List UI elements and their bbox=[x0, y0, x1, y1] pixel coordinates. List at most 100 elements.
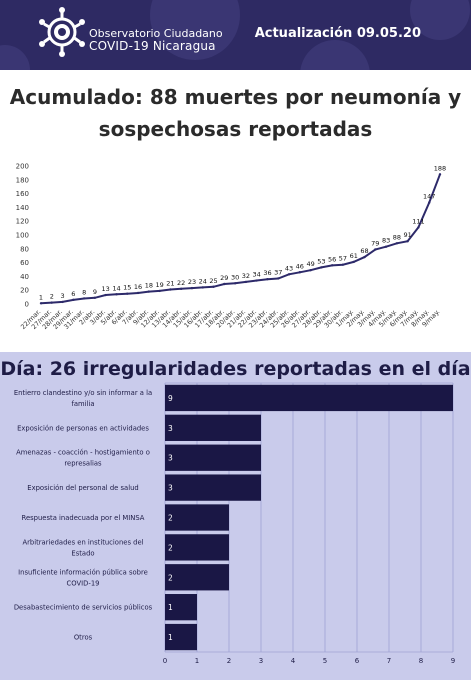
bar bbox=[165, 444, 261, 471]
y-tick-label: 20 bbox=[20, 287, 29, 295]
data-label: 91 bbox=[404, 231, 412, 239]
data-point bbox=[320, 266, 323, 269]
y-tick-label: 160 bbox=[16, 190, 29, 198]
category-label: Arbitrariedades en instituciones del Esta… bbox=[22, 538, 143, 557]
data-label: 21 bbox=[166, 280, 174, 288]
y-tick-label: 80 bbox=[20, 245, 29, 253]
data-point bbox=[190, 286, 194, 290]
y-tick-label: 140 bbox=[16, 204, 29, 212]
line-chart-title-line2: sospechosas reportadas bbox=[98, 117, 373, 141]
data-label: 29 bbox=[220, 274, 228, 282]
x-tick-label: 5 bbox=[323, 657, 327, 665]
data-point bbox=[384, 245, 388, 248]
update-date: Actualización 09.05.20 bbox=[254, 26, 421, 41]
data-label: 15 bbox=[123, 284, 131, 292]
data-point bbox=[158, 289, 161, 293]
data-point bbox=[61, 300, 64, 304]
y-tick-label: 40 bbox=[20, 273, 29, 281]
org-name-line2: COVID-19 Nicaragua bbox=[89, 39, 216, 53]
data-point bbox=[39, 302, 43, 305]
x-tick-label: 2 bbox=[227, 657, 231, 665]
category-label: Amenazas - coacción - hostigamiento o rep… bbox=[16, 449, 150, 468]
data-label: 16 bbox=[134, 283, 142, 291]
line-chart-title: Acumulado: 88 muertes por neumonía y sos… bbox=[0, 81, 471, 145]
irregularities-panel: Día: 26 irregularidades reportadas en el… bbox=[0, 352, 471, 680]
data-point bbox=[417, 226, 420, 229]
data-label: 34 bbox=[253, 271, 261, 279]
category-label: Insuficiente información pública sobre CO… bbox=[18, 568, 148, 587]
data-label: 3 bbox=[60, 292, 64, 300]
y-tick-label: 60 bbox=[20, 259, 29, 267]
data-point bbox=[233, 282, 237, 285]
data-label: 56 bbox=[328, 255, 336, 263]
data-point bbox=[201, 286, 204, 289]
y-tick-label: 0 bbox=[25, 301, 29, 309]
header-banner: Observatorio Ciudadano COVID-19 Nicaragu… bbox=[0, 0, 471, 70]
x-tick-label: 6 bbox=[355, 657, 360, 665]
bar-chart-title: Día: 26 irregularidades reportadas en el… bbox=[0, 358, 471, 380]
data-point bbox=[50, 301, 53, 304]
data-label: 188 bbox=[434, 164, 446, 172]
bar-value-label: 1 bbox=[168, 633, 173, 642]
data-point bbox=[352, 260, 355, 264]
data-label: 111 bbox=[412, 217, 424, 225]
data-point bbox=[104, 293, 107, 297]
data-point bbox=[115, 293, 118, 296]
data-point bbox=[330, 264, 334, 267]
data-label: 23 bbox=[188, 278, 196, 286]
line-chart-title-line1: Acumulado: 88 muertes por neumonía y bbox=[9, 85, 462, 109]
x-tick-label: 3 bbox=[259, 657, 263, 665]
bar-value-label: 2 bbox=[168, 543, 173, 552]
bar-value-label: 2 bbox=[168, 573, 173, 582]
y-tick-label: 100 bbox=[16, 232, 29, 240]
data-point bbox=[223, 282, 226, 286]
data-point bbox=[72, 298, 75, 302]
bar bbox=[165, 564, 229, 591]
data-label: 1 bbox=[39, 293, 43, 301]
bar-value-label: 1 bbox=[168, 603, 173, 612]
data-label: 53 bbox=[317, 257, 325, 265]
data-label: 36 bbox=[263, 269, 271, 277]
y-tick-label: 200 bbox=[16, 163, 29, 171]
data-point bbox=[266, 277, 269, 281]
data-point bbox=[136, 291, 140, 295]
bar bbox=[165, 594, 197, 621]
org-name-line1: Observatorio Ciudadano bbox=[89, 27, 223, 40]
category-label: Exposición del personal de salud bbox=[27, 484, 138, 492]
data-label: 49 bbox=[306, 260, 314, 268]
data-point bbox=[374, 248, 377, 251]
data-label: 19 bbox=[155, 281, 163, 289]
data-point bbox=[93, 296, 97, 299]
data-label: 22 bbox=[177, 279, 185, 287]
data-label: 79 bbox=[371, 239, 379, 247]
x-tick-label: 7 bbox=[387, 657, 391, 665]
data-point bbox=[298, 271, 302, 274]
data-label: 46 bbox=[296, 262, 304, 270]
data-point bbox=[309, 268, 312, 272]
data-label: 2 bbox=[50, 293, 54, 301]
x-tick-label: 4 bbox=[291, 657, 296, 665]
x-tick-label: 9 bbox=[451, 657, 455, 665]
data-point bbox=[438, 173, 442, 176]
data-point bbox=[428, 201, 431, 204]
x-tick-label: 1 bbox=[195, 657, 199, 665]
series-line bbox=[40, 173, 441, 305]
data-label: 43 bbox=[285, 264, 293, 272]
data-label: 13 bbox=[102, 285, 110, 293]
bar-value-label: 2 bbox=[168, 514, 173, 523]
category-label: Otros bbox=[74, 634, 93, 642]
x-tick-label: 0 bbox=[163, 657, 167, 665]
data-label: 8 bbox=[82, 288, 86, 296]
bar bbox=[165, 623, 197, 651]
category-label: Entierro clandestino y/o sin informar a … bbox=[14, 389, 152, 408]
data-label: 32 bbox=[242, 272, 250, 280]
category-label: Exposición de personas en actividades bbox=[17, 424, 149, 432]
data-label: 25 bbox=[209, 277, 217, 285]
category-label: Desabastecimiento de servicios públicos bbox=[14, 604, 153, 612]
bar bbox=[165, 534, 229, 561]
bar-value-label: 3 bbox=[168, 424, 173, 433]
data-label: 88 bbox=[393, 233, 401, 241]
data-label: 61 bbox=[350, 252, 358, 260]
